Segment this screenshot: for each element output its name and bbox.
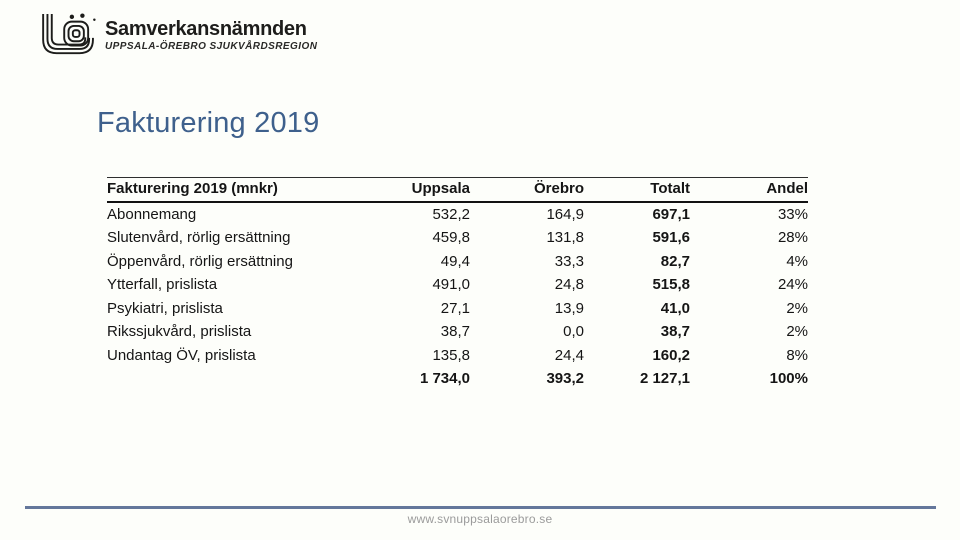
fakturering-table: Fakturering 2019 (mnkr) Uppsala Örebro Tota…	[107, 177, 808, 391]
table-cell: 135,8	[432, 346, 470, 364]
table-cell: Psykiatri, prislista	[107, 299, 223, 317]
column-header: Andel	[766, 180, 808, 197]
table-cell: 13,9	[554, 299, 584, 317]
table-cell: 27,1	[440, 299, 470, 317]
table-cell: 491,0	[432, 276, 470, 293]
table-cell: 28%	[777, 229, 808, 246]
column-header: Fakturering 2019 (mnkr)	[107, 180, 278, 197]
table-cell: 393,2	[546, 370, 584, 387]
org-logo: Samverkansnämnden UPPSALA-ÖREBRO SJUKVÅR…	[40, 13, 317, 58]
table-row: Abonnemang 532,2 164,9 697,1 33%	[107, 202, 808, 227]
table-cell: 38,7	[660, 323, 690, 340]
table-cell: 2%	[786, 299, 808, 317]
table-cell: 697,1	[652, 205, 690, 223]
table-cell: 49,4	[440, 252, 470, 270]
table-cell: 41,0	[660, 299, 690, 317]
table-row: Öppenvård, rörlig ersättning 49,4 33,3 82,7…	[107, 250, 808, 274]
table-cell: 0,0	[563, 323, 584, 340]
column-header: Örebro	[533, 180, 584, 197]
table-cell: Rikssjukvård, prislista	[107, 323, 252, 340]
logo-org-name: Samverkansnämnden	[105, 18, 307, 40]
column-header: Uppsala	[411, 180, 470, 197]
table-cell: 24,4	[554, 346, 584, 364]
table-cell	[107, 368, 387, 392]
slide-title: Fakturering 2019	[97, 107, 320, 139]
table-cell: 4%	[786, 252, 808, 270]
table-cell: Abonnemang	[107, 205, 197, 223]
table-cell: 515,8	[652, 276, 690, 293]
table-cell: 24,8	[554, 276, 584, 293]
table-row: Ytterfall, prislista 491,0 24,8 515,8 24%	[107, 274, 808, 298]
table-cell: Slutenvård, rörlig ersättning	[107, 229, 291, 246]
column-header: Totalt	[650, 180, 690, 197]
table-cell: 38,7	[440, 323, 470, 340]
table-cell: 160,2	[652, 346, 690, 364]
table-cell: 532,2	[432, 205, 470, 223]
table-cell: 459,8	[432, 229, 470, 246]
logo-region-subtitle: UPPSALA-ÖREBRO SJUKVÅRDSREGION	[105, 41, 318, 52]
table-cell: 164,9	[546, 205, 584, 223]
table-row: Psykiatri, prislista 27,1 13,9 41,0 2%	[107, 297, 808, 321]
table-row: Undantag ÖV, prislista 135,8 24,4 160,2 8%	[107, 344, 808, 368]
table-cell: 8%	[786, 346, 808, 364]
table-body: Abonnemang 532,2 164,9 697,1 33% Slutenvård, …	[107, 202, 808, 391]
table-cell: 591,6	[652, 229, 690, 246]
logo-text-block: Samverkansnämnden UPPSALA-ÖREBRO SJUKVÅR…	[105, 18, 317, 53]
footer-divider	[25, 506, 936, 509]
table-cell: 24%	[777, 276, 808, 293]
table-cell: Undantag ÖV, prislista	[107, 346, 256, 364]
table-cell: 100%	[769, 370, 808, 387]
table-row: Rikssjukvård, prislista 38,7 0,0 38,7 2%	[107, 321, 808, 345]
table-cell: 2%	[786, 323, 808, 340]
table-cell: Öppenvård, rörlig ersättning	[107, 252, 293, 270]
footer-url: www.svnuppsalaorebro.se	[407, 512, 553, 526]
table-cell: Ytterfall, prislista	[107, 276, 218, 293]
table-cell: 82,7	[660, 252, 690, 270]
table-cell: 131,8	[546, 229, 584, 246]
table-cell: 33%	[777, 205, 808, 223]
table-cell: 2 127,1	[639, 370, 690, 387]
table-header-row: Fakturering 2019 (mnkr) Uppsala Örebro Tota…	[107, 177, 808, 202]
table-cell: 1 734,0	[419, 370, 470, 387]
table-totals-row: 1 734,0 393,2 2 127,1 100%	[107, 368, 808, 392]
table-cell: 33,3	[554, 252, 584, 270]
uo-monogram-icon	[42, 13, 96, 55]
table-row: Slutenvård, rörlig ersättning 459,8 131,8 5…	[107, 227, 808, 251]
